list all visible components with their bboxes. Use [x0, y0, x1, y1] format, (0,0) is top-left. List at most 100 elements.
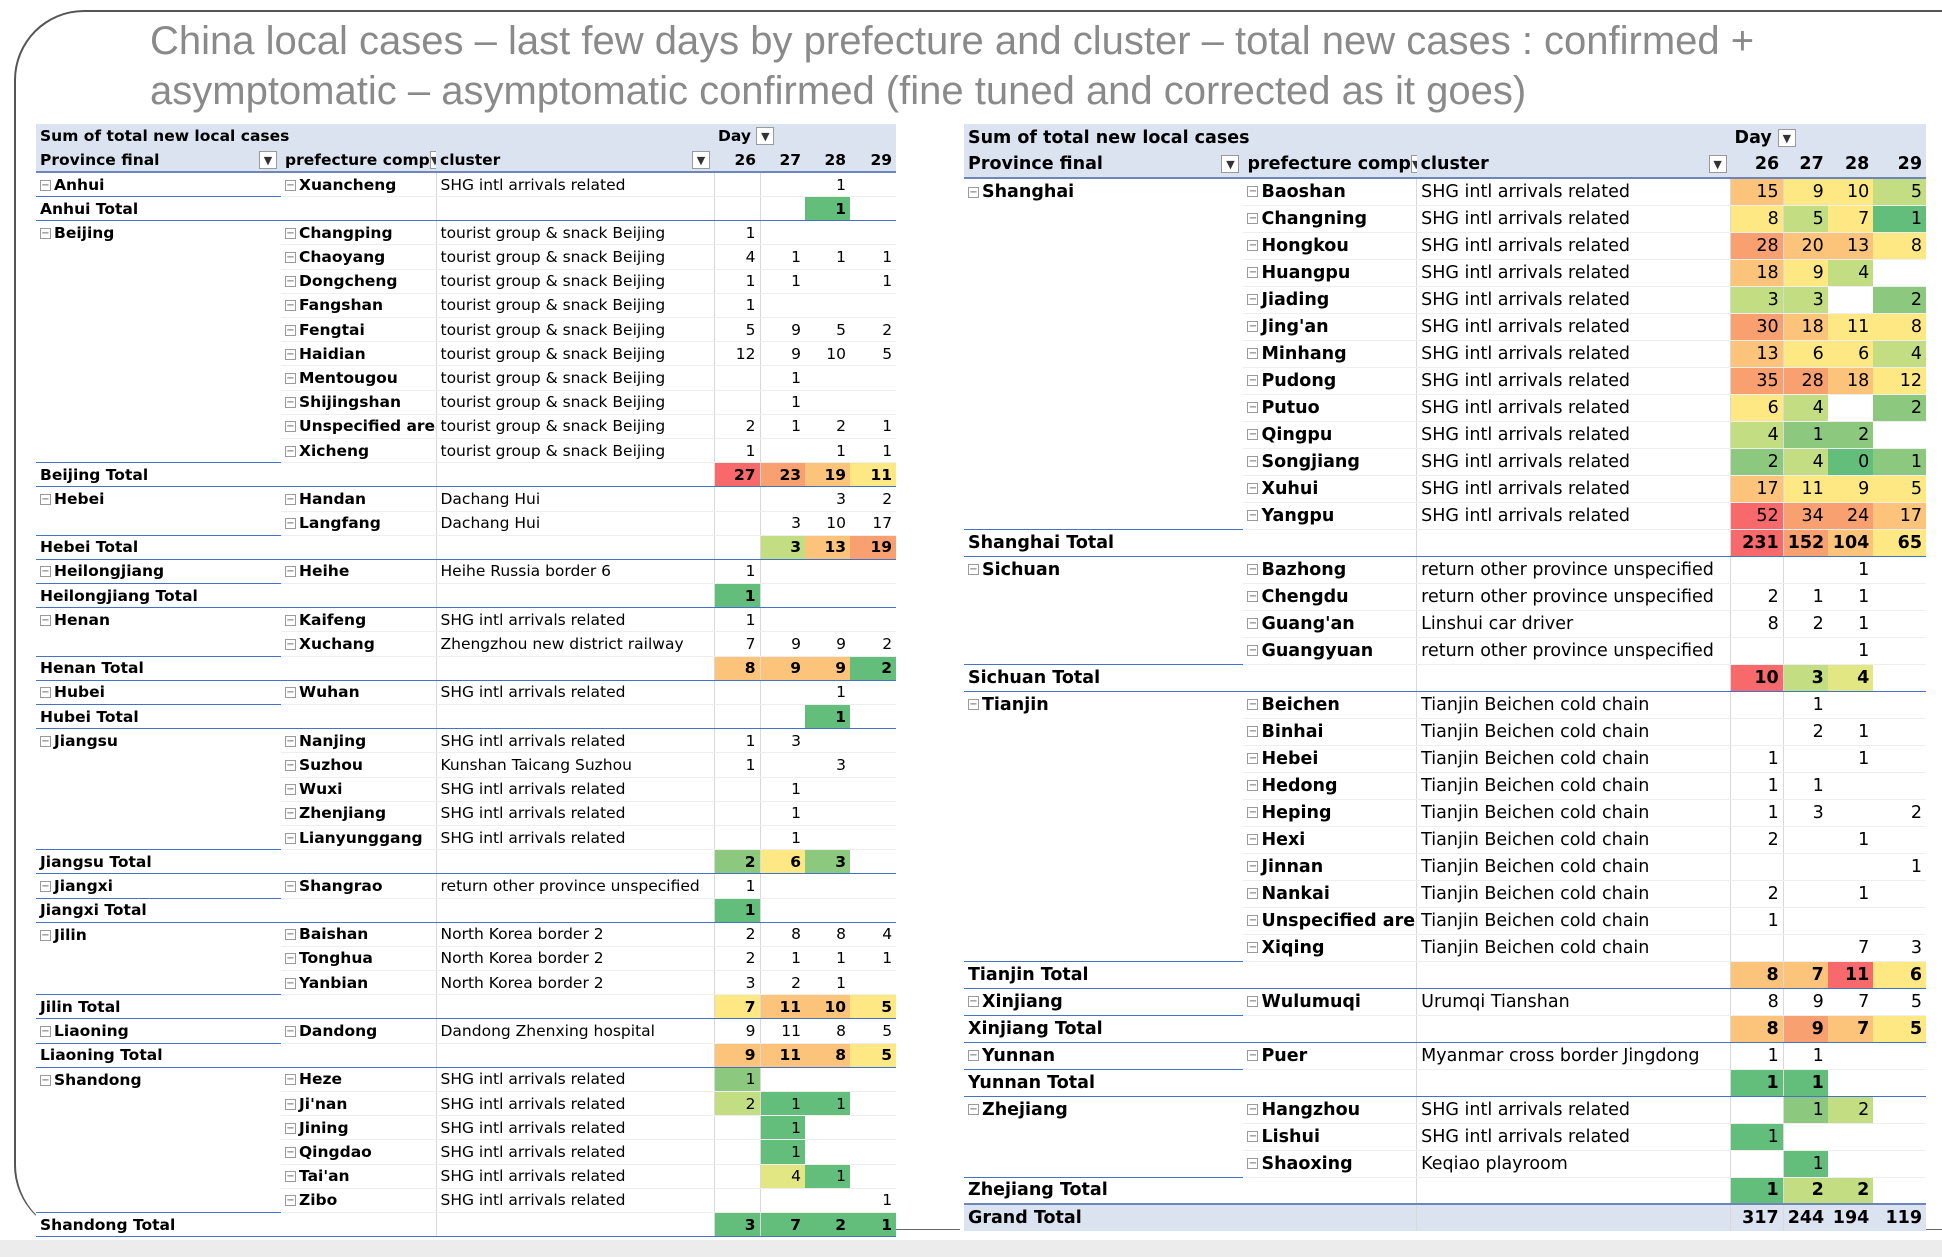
collapse-icon[interactable]: −: [968, 1104, 979, 1116]
collapse-icon[interactable]: −: [285, 1098, 296, 1110]
filter-icon[interactable]: ▼: [1221, 155, 1240, 173]
collapse-icon[interactable]: −: [1247, 1050, 1259, 1061]
filter-icon[interactable]: ▼: [692, 150, 711, 169]
collapse-icon[interactable]: −: [1247, 240, 1259, 251]
collapse-icon[interactable]: −: [1247, 564, 1259, 575]
collapse-icon[interactable]: −: [40, 687, 51, 699]
collapse-icon[interactable]: −: [1247, 591, 1259, 602]
collapse-icon[interactable]: −: [285, 1195, 296, 1207]
collapse-icon[interactable]: −: [285, 276, 296, 288]
collapse-icon[interactable]: −: [285, 1026, 296, 1038]
filter-icon[interactable]: ▼: [1777, 128, 1796, 147]
collapse-icon[interactable]: −: [1247, 1104, 1259, 1115]
collapse-icon[interactable]: −: [285, 687, 296, 699]
filter-icon[interactable]: ▼: [1410, 155, 1417, 173]
collapse-icon[interactable]: −: [285, 784, 296, 796]
collapse-icon[interactable]: −: [285, 372, 296, 384]
collapse-icon[interactable]: −: [968, 186, 979, 198]
collapse-icon[interactable]: −: [285, 227, 296, 239]
collapse-icon[interactable]: −: [1247, 186, 1259, 198]
collapse-icon[interactable]: −: [1247, 321, 1259, 332]
collapse-icon[interactable]: −: [1247, 1131, 1259, 1142]
collapse-icon[interactable]: −: [1247, 915, 1259, 926]
collapse-icon[interactable]: −: [285, 397, 296, 409]
collapse-icon[interactable]: −: [1247, 726, 1259, 737]
filter-icon[interactable]: ▼: [259, 150, 277, 169]
collapse-icon[interactable]: −: [1247, 699, 1259, 710]
collapse-icon[interactable]: −: [1247, 753, 1259, 764]
collapse-icon[interactable]: −: [285, 929, 296, 941]
filter-icon[interactable]: ▼: [756, 127, 775, 146]
collapse-icon[interactable]: −: [1247, 375, 1259, 386]
collapse-icon[interactable]: −: [1247, 780, 1259, 791]
filter-icon[interactable]: ▼: [429, 150, 436, 169]
cluster-header[interactable]: cluster ▼: [1416, 151, 1731, 179]
collapse-icon[interactable]: −: [40, 179, 51, 191]
collapse-icon[interactable]: −: [285, 518, 296, 530]
collapse-icon[interactable]: −: [968, 996, 979, 1007]
collapse-icon[interactable]: −: [1247, 942, 1259, 953]
day-header[interactable]: Day ▼: [714, 124, 897, 149]
collapse-icon[interactable]: −: [1247, 429, 1259, 440]
collapse-icon[interactable]: −: [40, 615, 51, 627]
collapse-icon[interactable]: −: [285, 735, 296, 747]
collapse-icon[interactable]: −: [1247, 645, 1259, 656]
collapse-icon[interactable]: −: [285, 759, 296, 771]
collapse-icon[interactable]: −: [285, 1171, 296, 1183]
day-header[interactable]: Day ▼: [1730, 124, 1926, 151]
collapse-icon[interactable]: −: [1247, 267, 1259, 278]
collapse-icon[interactable]: −: [968, 1050, 979, 1061]
cluster-header[interactable]: cluster ▼: [436, 148, 715, 174]
collapse-icon[interactable]: −: [285, 880, 296, 892]
collapse-icon[interactable]: −: [1247, 456, 1259, 467]
collapse-icon[interactable]: −: [285, 808, 296, 820]
collapse-icon[interactable]: −: [40, 1074, 51, 1086]
collapse-icon[interactable]: −: [285, 348, 296, 360]
collapse-icon[interactable]: −: [40, 228, 51, 240]
collapse-icon[interactable]: −: [285, 493, 296, 505]
collapse-icon[interactable]: −: [40, 1026, 51, 1038]
collapse-icon[interactable]: −: [1247, 888, 1259, 899]
collapse-icon[interactable]: −: [1247, 510, 1259, 521]
filter-icon[interactable]: ▼: [1708, 155, 1727, 173]
collapse-icon[interactable]: −: [1247, 402, 1259, 413]
collapse-icon[interactable]: −: [285, 1146, 296, 1158]
collapse-icon[interactable]: −: [1247, 807, 1259, 818]
province-header[interactable]: Province final ▼: [36, 148, 281, 174]
collapse-icon[interactable]: −: [285, 300, 296, 312]
collapse-icon[interactable]: −: [285, 324, 296, 336]
value-cell: [805, 825, 851, 851]
collapse-icon[interactable]: −: [285, 566, 296, 578]
collapse-icon[interactable]: −: [285, 252, 296, 264]
collapse-icon[interactable]: −: [1247, 348, 1259, 359]
collapse-icon[interactable]: −: [1247, 996, 1259, 1007]
collapse-icon[interactable]: −: [285, 614, 296, 626]
collapse-icon[interactable]: −: [285, 953, 296, 965]
collapse-icon[interactable]: −: [40, 566, 51, 578]
prefecture-header[interactable]: prefecture comp▼: [281, 148, 436, 174]
collapse-icon[interactable]: −: [40, 929, 51, 941]
collapse-icon[interactable]: −: [285, 977, 296, 989]
collapse-icon[interactable]: −: [285, 179, 296, 191]
collapse-icon[interactable]: −: [285, 1122, 296, 1134]
collapse-icon[interactable]: −: [968, 564, 979, 576]
province-cell: [36, 1092, 281, 1116]
collapse-icon[interactable]: −: [40, 494, 51, 506]
collapse-icon[interactable]: −: [285, 1074, 296, 1086]
prefecture-header[interactable]: prefecture comp▼: [1243, 151, 1417, 179]
province-header[interactable]: Province final ▼: [964, 151, 1244, 179]
collapse-icon[interactable]: −: [968, 699, 979, 711]
collapse-icon[interactable]: −: [285, 832, 296, 844]
collapse-icon[interactable]: −: [40, 736, 51, 748]
collapse-icon[interactable]: −: [1247, 294, 1259, 305]
collapse-icon[interactable]: −: [1247, 483, 1259, 494]
collapse-icon[interactable]: −: [1247, 861, 1259, 872]
collapse-icon[interactable]: −: [1247, 834, 1259, 845]
collapse-icon[interactable]: −: [1247, 1158, 1259, 1169]
collapse-icon[interactable]: −: [1247, 618, 1259, 629]
collapse-icon[interactable]: −: [285, 421, 296, 433]
collapse-icon[interactable]: −: [1247, 213, 1259, 224]
collapse-icon[interactable]: −: [285, 639, 296, 651]
collapse-icon[interactable]: −: [285, 445, 296, 457]
collapse-icon[interactable]: −: [40, 880, 51, 892]
